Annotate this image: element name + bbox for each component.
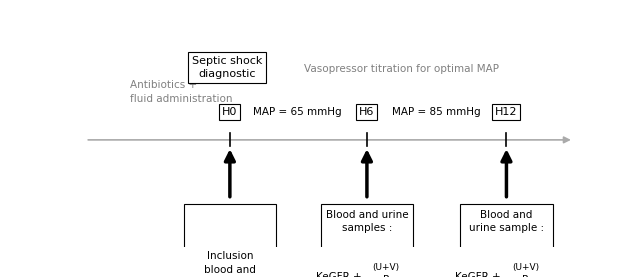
- Text: Vasopressor titration for optimal MAP: Vasopressor titration for optimal MAP: [304, 65, 500, 75]
- FancyBboxPatch shape: [460, 204, 552, 277]
- Text: (U+V): (U+V): [372, 263, 399, 271]
- Text: Blood and urine
samples :: Blood and urine samples :: [325, 210, 408, 234]
- Text: H0: H0: [222, 107, 237, 117]
- Text: Blood and
urine sample :: Blood and urine sample :: [469, 210, 544, 234]
- Text: P: P: [522, 275, 529, 277]
- Text: (U+V): (U+V): [512, 263, 539, 271]
- Text: Septic shock
diagnostic: Septic shock diagnostic: [192, 56, 262, 79]
- Text: H12: H12: [495, 107, 518, 117]
- Text: KeGFR +: KeGFR +: [316, 272, 365, 277]
- Text: KeGFR +: KeGFR +: [455, 272, 504, 277]
- FancyBboxPatch shape: [184, 204, 276, 277]
- Text: Antibiotics +
fluid administration: Antibiotics + fluid administration: [130, 80, 233, 104]
- Text: H6: H6: [359, 107, 375, 117]
- Text: MAP = 65 mmHg: MAP = 65 mmHg: [253, 107, 341, 117]
- Text: MAP = 85 mmHg: MAP = 85 mmHg: [392, 107, 481, 117]
- Text: Inclusion
blood and
urine sample: Inclusion blood and urine sample: [195, 251, 264, 277]
- Text: P: P: [383, 275, 389, 277]
- FancyBboxPatch shape: [321, 204, 413, 277]
